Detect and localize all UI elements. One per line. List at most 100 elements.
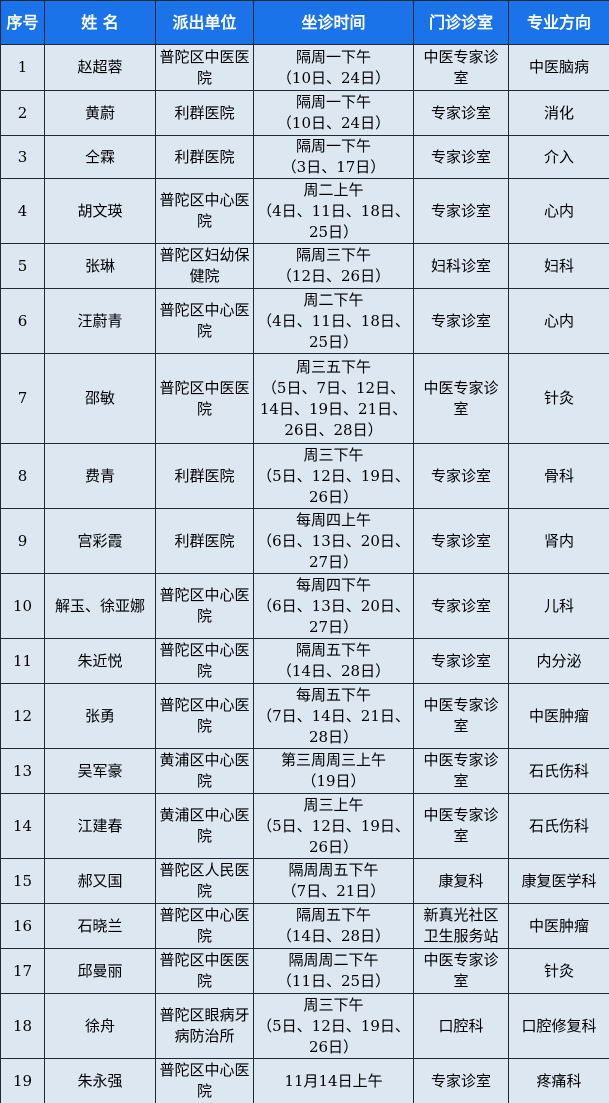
table-row: 12 张勇 普陀区中心医院 每周五下午 （7日、14日、21日、28日） 中医专家诊室中… — [0, 683, 609, 749]
table-cell: 中医脑病 — [508, 44, 609, 91]
table-cell: 中医专家诊室 — [413, 353, 509, 444]
table-cell: 张勇 — [44, 683, 156, 749]
table-cell: 12 — [0, 683, 45, 749]
table-cell: 康复医学科 — [508, 858, 609, 904]
table-cell: 中医肿瘤 — [508, 903, 609, 949]
table-cell: 消化 — [508, 90, 609, 136]
table-cell: 隔周一下午 （10日、24日） — [253, 90, 414, 136]
table-cell: 利群医院 — [155, 508, 254, 574]
table-cell: 朱近悦 — [44, 638, 156, 684]
table-row: 13 吴军豪 黄浦区中心医院 第三周周三上午 （19日） 中医专家诊室 石氏伤科 — [0, 748, 609, 794]
table-cell: 中医专家诊室 — [413, 683, 509, 749]
table-cell: 专家诊室 — [413, 443, 509, 509]
table-cell: 专家诊室 — [413, 508, 509, 574]
table-cell: 2 — [0, 90, 45, 136]
table-cell: 11 — [0, 638, 45, 684]
table-cell: 中医专家诊室 — [413, 948, 509, 994]
header-cell: 门诊诊室 — [413, 0, 509, 45]
table-cell: 中医专家诊室 — [413, 748, 509, 794]
table-cell: 11月14日上午 — [253, 1058, 414, 1103]
table-cell: 解玉、徐亚娜 — [44, 573, 156, 639]
table-row: 19 朱永强 普陀区中心医院 11月14日上午 专家诊室 疼痛科 — [0, 1058, 609, 1103]
table-cell: 疼痛科 — [508, 1058, 609, 1103]
table-cell: 仝霖 — [44, 135, 156, 179]
table-row: 10 解玉、徐亚娜 普陀区中心医院 每周四下午 （6日、13日、20日、27日） 专家诊… — [0, 573, 609, 639]
table-cell: 每周四上午 （6日、13日、20日、27日） — [253, 508, 414, 574]
table-cell: 周三下午 （5日、12日、19日、26日） — [253, 993, 414, 1059]
header-cell: 姓 名 — [44, 0, 156, 45]
table-cell: 石氏伤科 — [508, 793, 609, 859]
table-cell: 介入 — [508, 135, 609, 179]
table-cell: 利群医院 — [155, 135, 254, 179]
table-cell: 5 — [0, 243, 45, 289]
table-cell: 1 — [0, 44, 45, 91]
table-row: 15 郝又国 普陀区人民医院 隔周周五下午 （7日、21日） 康复科 康复医学科 — [0, 858, 609, 904]
table-cell: 针灸 — [508, 948, 609, 994]
table-cell: 普陀区中心医院 — [155, 573, 254, 639]
table-cell: 隔周一下午 （10日、24日） — [253, 44, 414, 91]
table-row: 14 江建春 黄浦区中心医院 周三上午 （5日、12日、19日、26日） 中医专家诊室石… — [0, 793, 609, 859]
table-row: 9 宫彩霞 利群医院 每周四上午 （6日、13日、20日、27日） 专家诊室 肾内 — [0, 508, 609, 574]
table-cell: 普陀区中心医院 — [155, 178, 254, 244]
table-cell: 胡文瑛 — [44, 178, 156, 244]
table-cell: 每周四下午 （6日、13日、20日、27日） — [253, 573, 414, 639]
header-cell: 专业方向 — [508, 0, 609, 45]
table-row: 1 赵超蓉 普陀区中医医院 隔周一下午 （10日、24日） 中医专家诊室 中医脑病 — [0, 44, 609, 91]
table-cell: 8 — [0, 443, 45, 509]
table-cell: 14 — [0, 793, 45, 859]
table-cell: 徐舟 — [44, 993, 156, 1059]
table-cell: 石晓兰 — [44, 903, 156, 949]
table-cell: 黄浦区中心医院 — [155, 793, 254, 859]
table-cell: 中医肿瘤 — [508, 683, 609, 749]
table-cell: 普陀区中医医院 — [155, 948, 254, 994]
table-cell: 4 — [0, 178, 45, 244]
table-cell: 费青 — [44, 443, 156, 509]
table-cell: 朱永强 — [44, 1058, 156, 1103]
table-row: 8 费青 利群医院 周三下午 （5日、12日、19日、26日） 专家诊室 骨科 — [0, 443, 609, 509]
table-cell: 每周五下午 （7日、14日、21日、28日） — [253, 683, 414, 749]
table-row: 11 朱近悦 普陀区中心医院 隔周五下午 （14日、28日） 专家诊室 内分泌 — [0, 638, 609, 684]
table-cell: 周三下午 （5日、12日、19日、26日） — [253, 443, 414, 509]
table-cell: 针灸 — [508, 353, 609, 444]
table-cell: 妇科 — [508, 243, 609, 289]
table-cell: 13 — [0, 748, 45, 794]
table-cell: 7 — [0, 353, 45, 444]
table-cell: 普陀区中医医院 — [155, 44, 254, 91]
table-cell: 普陀区中心医院 — [155, 903, 254, 949]
table-cell: 普陀区眼病牙病防治所 — [155, 993, 254, 1059]
table-cell: 周二上午 （4日、11日、18日、25日） — [253, 178, 414, 244]
table-cell: 周二下午 （4日、11日、18日、25日） — [253, 288, 414, 354]
table-cell: 骨科 — [508, 443, 609, 509]
table-cell: 石氏伤科 — [508, 748, 609, 794]
table-cell: 10 — [0, 573, 45, 639]
table-cell: 隔周周二下午 （11日、25日） — [253, 948, 414, 994]
table-row: 3 仝霖 利群医院 隔周一下午 （3日、17日） 专家诊室 介入 — [0, 135, 609, 179]
table-cell: 儿科 — [508, 573, 609, 639]
table-cell: 心内 — [508, 178, 609, 244]
table-row: 4 胡文瑛 普陀区中心医院 周二上午 （4日、11日、18日、25日） 专家诊室 心内 — [0, 178, 609, 244]
table-cell: 邵敏 — [44, 353, 156, 444]
header-row: 序号姓 名派出单位 坐诊时间 门诊诊室 专业方向 — [0, 0, 609, 45]
table-cell: 专家诊室 — [413, 288, 509, 354]
table-cell: 妇科诊室 — [413, 243, 509, 289]
table-row: 17 邱曼丽 普陀区中医医院 隔周周二下午 （11日、25日） 中医专家诊室 针灸 — [0, 948, 609, 994]
table-cell: 普陀区中心医院 — [155, 638, 254, 684]
table-cell: 18 — [0, 993, 45, 1059]
table-cell: 中医专家诊室 — [413, 793, 509, 859]
table-cell: 邱曼丽 — [44, 948, 156, 994]
table-cell: 隔周五下午 （14日、28日） — [253, 638, 414, 684]
table-cell: 黄浦区中心医院 — [155, 748, 254, 794]
header-cell: 派出单位 — [155, 0, 254, 45]
table-row: 5 张琳 普陀区妇幼保健院 隔周三下午 （12日、26日） 妇科诊室 妇科 — [0, 243, 609, 289]
table-cell: 吴军豪 — [44, 748, 156, 794]
table-cell: 普陀区人民医院 — [155, 858, 254, 904]
table-cell: 周三上午 （5日、12日、19日、26日） — [253, 793, 414, 859]
table-cell: 普陀区中心医院 — [155, 288, 254, 354]
table-cell: 宫彩霞 — [44, 508, 156, 574]
table-cell: 专家诊室 — [413, 638, 509, 684]
table-cell: 心内 — [508, 288, 609, 354]
table-cell: 郝又国 — [44, 858, 156, 904]
table-cell: 3 — [0, 135, 45, 179]
table-row: 16 石晓兰 普陀区中心医院 隔周五下午 （14日、28日） 新真光社区卫生服务站 中医肿… — [0, 903, 609, 949]
